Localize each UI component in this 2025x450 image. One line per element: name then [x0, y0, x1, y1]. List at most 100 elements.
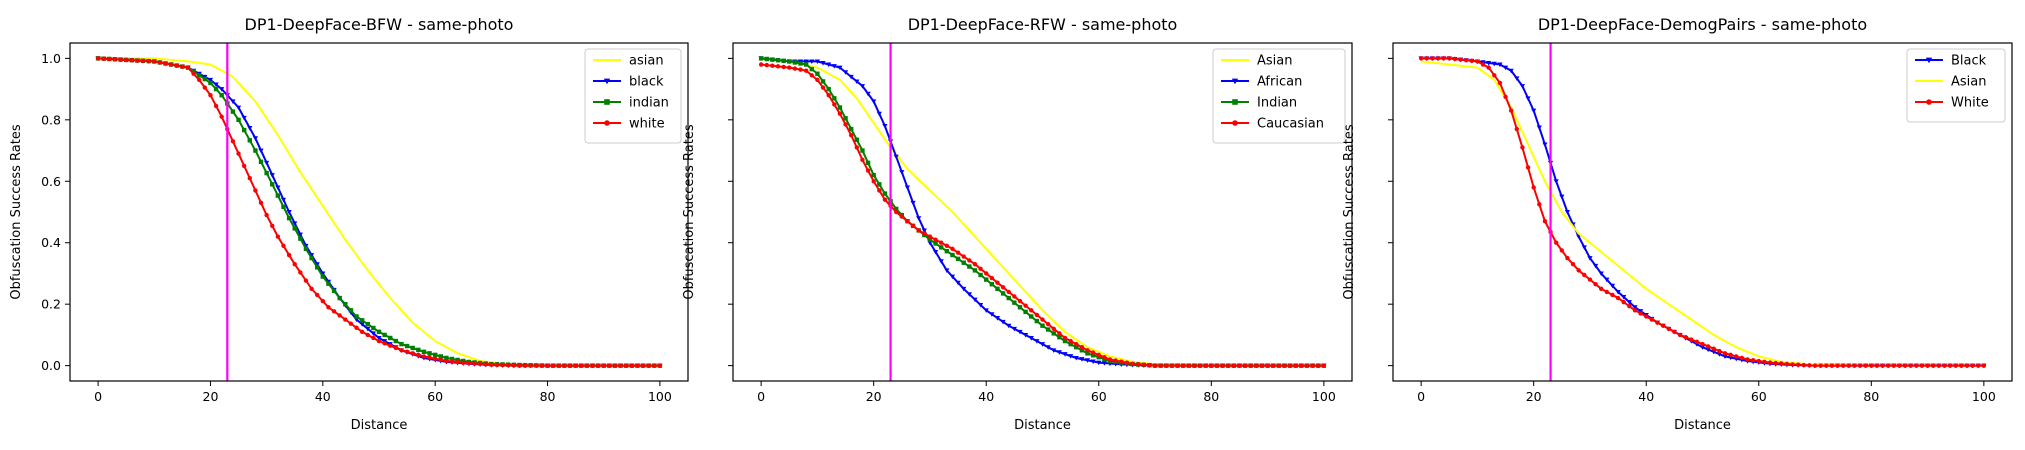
data-point-black — [1514, 76, 1520, 81]
data-point-black — [280, 197, 287, 203]
data-point-white — [1621, 299, 1626, 305]
data-point-indian — [264, 170, 269, 176]
data-point-indian — [770, 57, 775, 62]
data-point-caucasian — [1152, 363, 1158, 368]
data-point-indian — [775, 58, 781, 63]
data-point-indian — [944, 248, 950, 254]
data-point-african — [1034, 339, 1040, 344]
data-point-white — [1970, 363, 1975, 368]
data-point-indian — [219, 93, 224, 98]
data-point-white — [1503, 94, 1508, 99]
data-point-caucasian — [815, 77, 820, 83]
data-point-black — [1491, 61, 1497, 67]
data-point-african — [921, 228, 927, 234]
data-point-caucasian — [1287, 363, 1293, 368]
plot-frame — [1392, 42, 2013, 382]
data-point-white — [1514, 126, 1520, 132]
data-point-white — [112, 57, 118, 62]
data-point-black — [252, 136, 258, 141]
data-point-indian — [247, 138, 252, 143]
data-point-indian — [950, 252, 955, 258]
chart-panel-1: DP1-DeepFace-BFW - same-photo Distance Obf… — [9, 15, 689, 433]
series-line-black — [1421, 57, 1984, 367]
x-tick-label: 60 — [1091, 389, 1107, 404]
data-point-black — [1564, 210, 1571, 215]
data-point-white — [579, 363, 584, 368]
data-point-white — [326, 305, 331, 310]
data-point-white — [1835, 363, 1840, 368]
data-point-white — [270, 223, 275, 229]
data-point-indian — [1096, 354, 1101, 360]
data-point-indian — [438, 354, 443, 359]
data-point-white — [1418, 56, 1424, 61]
y-axis-label: Obfuscation Success Rates — [682, 124, 697, 299]
data-point-indian — [1057, 335, 1062, 340]
data-point-african — [966, 292, 972, 297]
data-point-indian — [286, 215, 292, 221]
data-point-white — [371, 335, 376, 341]
data-point-caucasian — [770, 63, 775, 68]
data-point-african — [972, 297, 978, 303]
data-point-black — [359, 322, 365, 327]
legend: Black Asian White — [1906, 48, 2006, 123]
data-point-white — [1666, 326, 1671, 331]
data-point-indian — [393, 338, 399, 344]
data-point-african — [1096, 360, 1102, 366]
data-point-white — [1660, 323, 1666, 328]
data-point-black — [1536, 125, 1542, 131]
data-point-indian — [410, 345, 415, 351]
x-tick-label: 0 — [1417, 389, 1425, 404]
data-point-african — [938, 259, 944, 264]
data-point-caucasian — [967, 258, 972, 263]
data-point-black — [1632, 305, 1638, 310]
data-point-caucasian — [1012, 294, 1017, 299]
data-point-black — [1519, 84, 1526, 89]
data-point-african — [1079, 357, 1085, 362]
data-point-white — [646, 363, 651, 368]
data-point-white — [219, 114, 224, 119]
data-point-white — [315, 292, 320, 298]
data-point-caucasian — [927, 234, 933, 239]
data-point-caucasian — [899, 214, 905, 219]
data-point-caucasian — [798, 67, 803, 72]
data-point-caucasian — [1000, 285, 1006, 290]
data-point-indian — [292, 226, 297, 231]
data-point-caucasian — [1051, 326, 1056, 331]
data-point-caucasian — [1186, 363, 1192, 368]
data-point-indian — [1085, 351, 1090, 356]
data-point-white — [1812, 363, 1818, 368]
y-tick-label: 0.4 — [41, 235, 61, 250]
data-point-caucasian — [1102, 354, 1107, 360]
data-point-african — [1000, 319, 1006, 325]
data-point-white — [1599, 286, 1604, 292]
data-point-black — [1559, 194, 1565, 200]
x-tick-label: 0 — [94, 389, 102, 404]
x-tick-label: 20 — [866, 389, 882, 404]
data-point-caucasian — [1180, 363, 1186, 368]
x-axis-label: Distance — [1674, 418, 1731, 433]
data-point-white — [1908, 363, 1913, 368]
x-tick-label: 80 — [1203, 389, 1219, 404]
data-point-indian — [1040, 323, 1045, 328]
data-point-african — [859, 84, 866, 89]
data-point-black — [269, 173, 275, 178]
data-point-white — [1829, 363, 1835, 368]
data-point-caucasian — [955, 250, 961, 255]
data-point-white — [427, 355, 432, 360]
data-point-indian — [995, 286, 1000, 292]
data-point-african — [989, 312, 995, 317]
data-point-white — [1818, 363, 1823, 368]
data-point-indian — [803, 62, 809, 67]
x-axis-label: Distance — [1014, 418, 1071, 433]
data-point-black — [1598, 271, 1604, 277]
data-point-indian — [298, 236, 303, 241]
data-point-caucasian — [1085, 348, 1090, 353]
data-point-white — [562, 363, 567, 368]
data-point-caucasian — [1231, 363, 1237, 368]
data-point-indian — [1023, 309, 1028, 315]
data-point-caucasian — [1147, 362, 1152, 368]
data-point-indian — [444, 355, 449, 361]
data-point-black — [1722, 354, 1728, 360]
data-point-caucasian — [1282, 363, 1287, 368]
data-point-white — [1976, 363, 1981, 368]
